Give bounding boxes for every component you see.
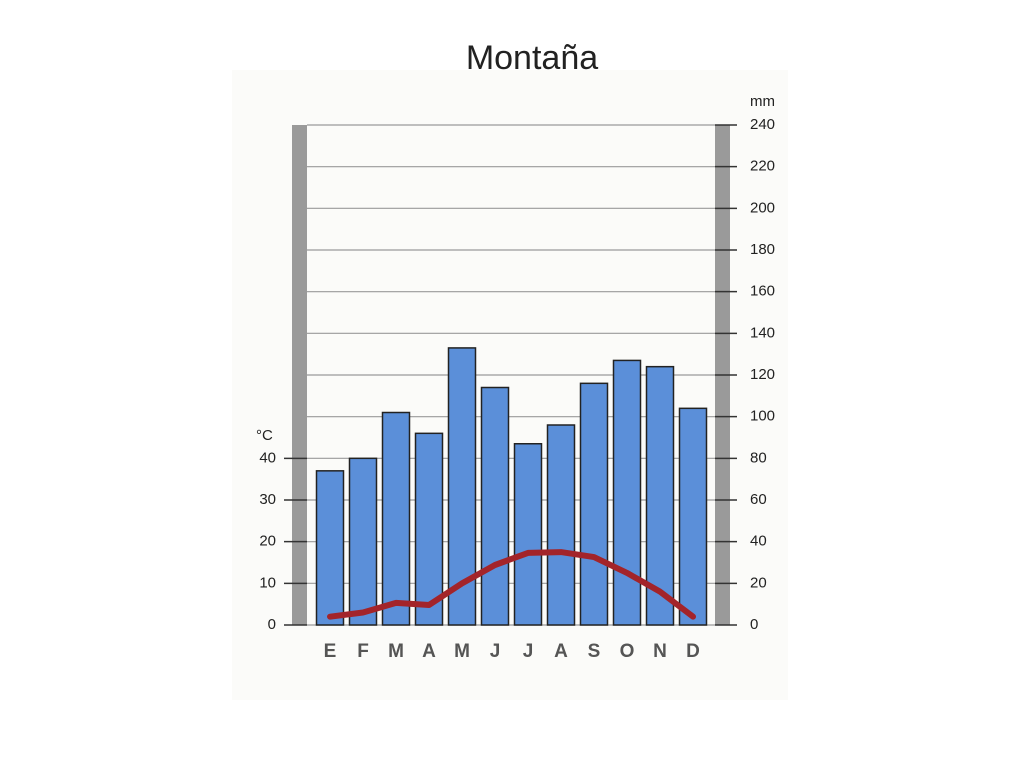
y-tick-label: 20 [259,533,276,550]
y2-tick-label: 60 [750,491,767,508]
bar [546,424,576,626]
x-tick-label: O [620,641,635,662]
y-tick-label: 10 [259,574,276,591]
y2-tick-label: 100 [750,408,775,425]
x-tick-label: D [686,641,700,662]
x-tick-label: S [588,641,601,662]
y2-axis-label: mm [750,93,775,110]
bar [579,382,609,626]
chart-title: Montaña [466,39,598,77]
y2-tick-label: 240 [750,116,775,133]
y2-tick-label: 200 [750,199,775,216]
y2-tick-label: 40 [750,533,767,550]
bar [612,359,642,626]
y2-tick-label: 80 [750,449,767,466]
x-tick-label: M [388,641,404,662]
y2-tick-label: 180 [750,241,775,258]
y2-tick-label: 0 [750,616,758,633]
y2-tick-label: 120 [750,366,775,383]
bar [315,470,345,626]
y-tick-label: 0 [268,616,276,633]
x-tick-label: N [653,641,667,662]
left-frame [292,125,307,625]
bar [645,365,675,626]
bar [480,386,510,626]
bar [381,411,411,626]
x-tick-label: J [490,641,501,662]
x-tick-label: J [523,641,534,662]
y-tick-label: 30 [259,491,276,508]
y2-tick-label: 220 [750,158,775,175]
temperature-line [327,549,696,620]
y-tick-label: 40 [259,449,276,466]
bar [513,443,543,626]
y-axis-label: °C [256,427,273,444]
bar [414,432,444,626]
x-tick-label: F [357,641,369,662]
x-tick-label: E [324,641,337,662]
x-tick-label: A [422,641,436,662]
y2-tick-label: 140 [750,324,775,341]
x-tick-label: A [554,641,568,662]
y2-tick-label: 20 [750,574,767,591]
x-tick-label: M [454,641,470,662]
bar [348,457,378,626]
y2-tick-label: 160 [750,283,775,300]
bar [678,407,708,626]
